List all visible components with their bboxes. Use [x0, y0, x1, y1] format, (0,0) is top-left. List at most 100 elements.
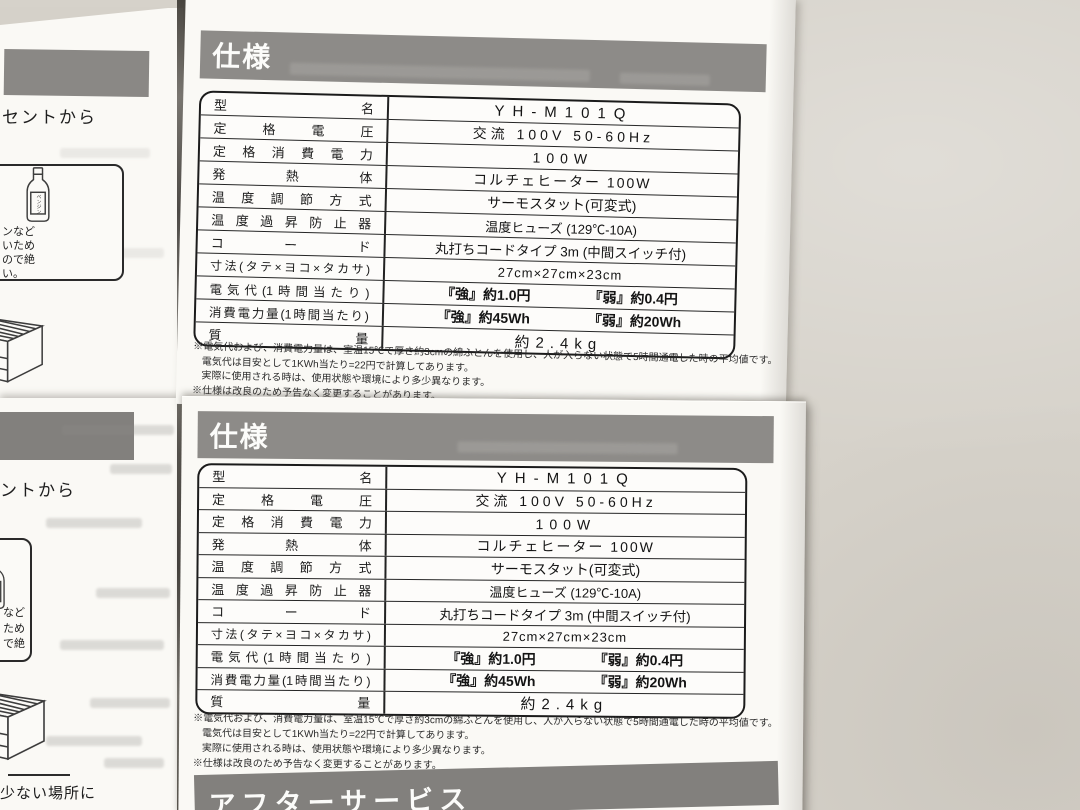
spec-row-label: 寸法(タテ×ヨコ×タカサ)	[210, 627, 371, 643]
spec-table-row: 温度調節方式 サーモスタット(可変式)	[198, 554, 745, 582]
left-page-bottom: ントから ベンジン など ため で絶 少ない場所に	[0, 398, 183, 810]
spec-row-label-cell: 消費電力量(1時間当たり)	[195, 299, 385, 326]
print-bleed-ghost	[96, 588, 170, 598]
print-bleed-ghost	[619, 72, 710, 86]
caution-text-fragment: いため	[2, 240, 35, 252]
spec-row-label-cell: コード	[197, 230, 386, 257]
spec-row-label-cell: 発熱体	[198, 532, 387, 556]
spec-row-label: 発熱体	[212, 166, 373, 186]
spec-row-value-secondary: 『弱』約20Wh	[593, 673, 687, 691]
spec-row-label: 温度過昇防止器	[211, 212, 372, 232]
spec-row-value: 『強』約45Wh	[436, 308, 531, 327]
spec-row-label: 型名	[212, 469, 373, 486]
section-title: 仕様	[211, 40, 273, 74]
spec-row-value-cell: 『強』約45Wh 『弱』約20Wh	[385, 669, 743, 694]
spec-row-label: 温度調節方式	[211, 189, 372, 209]
spec-row-label-cell: 発熱体	[199, 161, 388, 188]
spec-row-label: 発熱体	[211, 537, 372, 554]
spec-row-label: コード	[210, 235, 371, 255]
section-divider-line	[8, 774, 70, 776]
spec-row-value: YH-M101Q	[496, 470, 636, 489]
spec-row-value: 約2.4kg	[520, 696, 609, 714]
spec-row-label: 電気代(1時間当たり)	[209, 282, 370, 301]
spec-row-value-secondary: 『弱』約0.4円	[593, 651, 684, 669]
spec-row-label: 消費電力量(1時間当たり)	[210, 673, 371, 689]
spec-row-label-cell: 定格消費電力	[199, 138, 389, 165]
spec-row-label: コード	[211, 604, 372, 621]
spec-row-label-cell: 質量	[197, 690, 386, 714]
spec-row-value-cell: 『強』約1.0円 『弱』約0.4円	[386, 647, 744, 672]
spec-row-value: 『強』約1.0円	[446, 650, 536, 667]
caution-text-fragment: い。	[2, 268, 24, 280]
spec-row-value: 『強』約1.0円	[440, 285, 531, 304]
print-bleed-ghost	[46, 518, 142, 528]
spec-row-label-cell: 定格電圧	[200, 115, 389, 142]
spec-row-label-cell: 型名	[200, 92, 390, 119]
spec-row-label: 定格電圧	[213, 120, 374, 140]
left-partial-text: セントから	[2, 108, 97, 127]
spec-row-value-cell: コルチェヒーター 100W	[387, 534, 745, 559]
caution-text-fragments: ンなど いため ので絶 い。	[2, 225, 35, 281]
spec-row-label-cell: 消費電力量(1時間当たり)	[197, 667, 386, 691]
spec-row-value: YH-M101Q	[494, 102, 634, 123]
spec-row-value-cell: 交流 100V 50-60Hz	[387, 489, 745, 514]
spec-row-value: 27cm×27cm×23cm	[502, 628, 628, 645]
spec-table-row: 発熱体 コルチェヒーター 100W	[198, 531, 745, 559]
spec-row-label-cell: 温度調節方式	[198, 555, 387, 579]
spec-page-top: 仕様 型名 YH-M101Q 定格電圧 交流 100V 50-60Hz 定格消費…	[175, 0, 796, 419]
spec-row-value-cell: 100W	[387, 512, 745, 537]
foot-warmer-icon	[0, 319, 45, 383]
spec-row-value: 100W	[535, 515, 597, 533]
spec-row-value-cell: YH-M101Q	[387, 467, 745, 492]
spec-row-value-cell: 温度ヒューズ (129℃-10A)	[386, 579, 744, 604]
left-section-header-bar	[0, 412, 134, 460]
spec-row-label-cell: 電気代(1時間当たり)	[196, 276, 385, 303]
spec-row-value: 温度ヒューズ (129℃-10A)	[489, 584, 642, 601]
print-bleed-ghost	[90, 698, 170, 708]
left-footer-text: 少ない場所に	[0, 785, 97, 802]
spec-row-value: コルチェヒーター 100W	[476, 537, 656, 556]
spec-row-label-cell: 寸法(タテ×ヨコ×タカサ)	[196, 253, 386, 280]
spec-row-value: コルチェヒーター 100W	[472, 171, 652, 192]
caution-box	[0, 164, 124, 281]
spec-row-label-cell: 温度過昇防止器	[198, 577, 387, 601]
section-header-bar: 仕様	[197, 411, 774, 464]
caution-text-fragment: ため	[3, 622, 25, 635]
caution-text-fragment: など	[3, 607, 25, 619]
section-header-bar: 仕様	[199, 30, 767, 93]
left-page-top: セントから ベンジン ンなど いため ので絶 い。	[0, 7, 183, 400]
spec-row-label: 寸法(タテ×ヨコ×タカサ)	[209, 258, 371, 277]
caution-box	[0, 538, 32, 662]
spec-row-label-cell: 温度過昇防止器	[198, 207, 387, 234]
spec-table-row: 消費電力量(1時間当たり) 『強』約45Wh 『弱』約20Wh	[197, 666, 744, 694]
left-section-header-bar	[3, 48, 150, 98]
spec-table: 型名 YH-M101Q 定格電圧 交流 100V 50-60Hz 定格消費電力 …	[195, 463, 748, 719]
foot-warmer-icon	[0, 693, 47, 761]
caution-text-fragments: など ため で絶	[3, 606, 25, 653]
print-bleed-ghost	[457, 441, 678, 455]
spec-row-label: 温度過昇防止器	[211, 582, 372, 599]
left-partial-text: ントから	[0, 481, 76, 500]
spec-row-label-cell: コード	[198, 600, 387, 624]
spec-row-value: 温度ヒューズ (129℃-10A)	[485, 218, 638, 238]
caution-text-fragment: ンなど	[2, 226, 35, 238]
section-title: 仕様	[209, 420, 270, 453]
spec-row-label-cell: 定格電圧	[199, 487, 388, 511]
spec-row-value-cell: サーモスタット(可変式)	[386, 557, 744, 582]
caution-text-fragment: ので絶	[2, 254, 35, 266]
spec-row-value-cell: 丸打ちコードタイプ 3m (中間スイッチ付)	[386, 602, 744, 627]
spec-row-value: 100W	[532, 149, 594, 167]
spec-row-label-cell: 型名	[199, 465, 388, 489]
spec-table-row: 定格電圧 交流 100V 50-60Hz	[199, 486, 746, 514]
spec-row-value: サーモスタット(可変式)	[490, 560, 641, 578]
spec-row-label-cell: 寸法(タテ×ヨコ×タカサ)	[197, 622, 387, 646]
spec-row-value: 27cm×27cm×23cm	[497, 264, 623, 283]
print-bleed-ghost	[289, 62, 591, 82]
spec-row-value-cell: 27cm×27cm×23cm	[386, 624, 744, 649]
print-bleed-ghost	[46, 736, 142, 746]
print-bleed-ghost	[84, 248, 164, 258]
spec-row-label: 型名	[213, 97, 375, 117]
caution-text-fragment: で絶	[3, 638, 25, 650]
spec-row-label: 温度調節方式	[211, 559, 372, 576]
